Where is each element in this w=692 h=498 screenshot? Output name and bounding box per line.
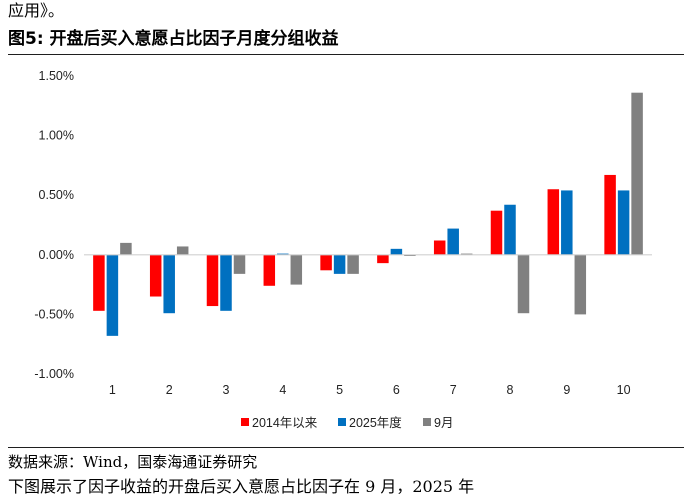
x-tick-label: 10 (617, 383, 631, 397)
bar-series-3-group-2 (176, 246, 189, 255)
bar-series-2-group-7 (447, 228, 459, 255)
x-tick-label: 2 (166, 383, 173, 397)
bar-series-1-group-7 (433, 240, 446, 255)
bar-series-2-group-10 (617, 190, 630, 255)
x-tick-label: 9 (563, 383, 570, 397)
x-tick-label: 7 (450, 383, 457, 397)
bar-series-1-group-8 (490, 210, 503, 255)
bar-series-3-group-4 (290, 254, 303, 285)
x-tick-label: 1 (109, 383, 116, 397)
y-tick-label: -1.00% (34, 367, 74, 381)
data-source-note: 数据来源：Wind，国泰海通证券研究 (8, 453, 258, 471)
x-axis-labels: 1 2 3 4 5 6 7 8 9 10 (109, 383, 631, 397)
legend-label: 9月 (434, 416, 453, 430)
legend-label: 2025年度 (349, 415, 402, 430)
x-tick-label: 8 (507, 383, 514, 397)
bar-series-1-group-9 (547, 189, 560, 255)
bar-series-3-group-5 (347, 254, 359, 274)
bar-chart: -1.00% -0.50% 0.00% 0.50% 1.00% 1.50% 1 2 3 4 5 6 7… (34, 69, 652, 430)
bar-series-3-group-10 (631, 92, 643, 255)
bar-series-1-group-10 (604, 174, 616, 255)
bar-series-2-group-1 (106, 254, 119, 336)
bar-series-2-group-9 (561, 190, 573, 255)
bar-series-1-group-2 (149, 254, 162, 297)
bar-series-2-group-2 (163, 254, 175, 314)
bar-series-1-group-6 (377, 254, 389, 264)
bar-series-2-group-6 (390, 248, 403, 255)
title-divider (8, 54, 684, 55)
x-tick-label: 5 (336, 383, 343, 397)
bar-series-group (93, 92, 643, 336)
bar-series-2-group-5 (333, 254, 346, 274)
y-axis: -1.00% -0.50% 0.00% 0.50% 1.00% 1.50% (34, 69, 74, 381)
following-paragraph-text: 下图展示了因子收益的开盘后买入意愿占比因子在 9 月，2025 年 (8, 477, 475, 496)
y-tick-label: 0.00% (39, 248, 74, 262)
y-tick-label: -0.50% (34, 307, 74, 321)
bar-series-2-group-3 (220, 254, 232, 311)
bar-series-1-group-3 (206, 254, 219, 307)
y-tick-label: 1.00% (39, 129, 74, 143)
bar-series-1-group-1 (93, 254, 105, 311)
y-tick-label: 1.50% (39, 69, 74, 83)
x-tick-label: 3 (223, 383, 230, 397)
bar-series-1-group-5 (320, 254, 332, 271)
chart-legend: 2014年以来 2025年度 9月 (241, 415, 453, 430)
legend-label: 2014年以来 (252, 416, 318, 430)
legend-swatch (241, 418, 249, 426)
bar-series-3-group-9 (574, 254, 587, 315)
bar-series-2-group-8 (504, 204, 516, 255)
legend-swatch (338, 418, 346, 426)
legend-swatch (423, 418, 431, 426)
preceding-paragraph-text: 应用》。 (8, 1, 65, 20)
bar-series-3-group-3 (233, 254, 246, 274)
bar-series-3-group-8 (517, 254, 530, 314)
x-tick-label: 6 (393, 383, 400, 397)
bar-series-3-group-1 (120, 242, 132, 255)
x-tick-label: 4 (279, 383, 286, 397)
figure-title: 图5: 开盘后买入意愿占比因子月度分组收益 (8, 29, 339, 49)
y-tick-label: 0.50% (39, 188, 74, 202)
bar-series-1-group-4 (263, 254, 276, 286)
source-divider (8, 447, 684, 448)
